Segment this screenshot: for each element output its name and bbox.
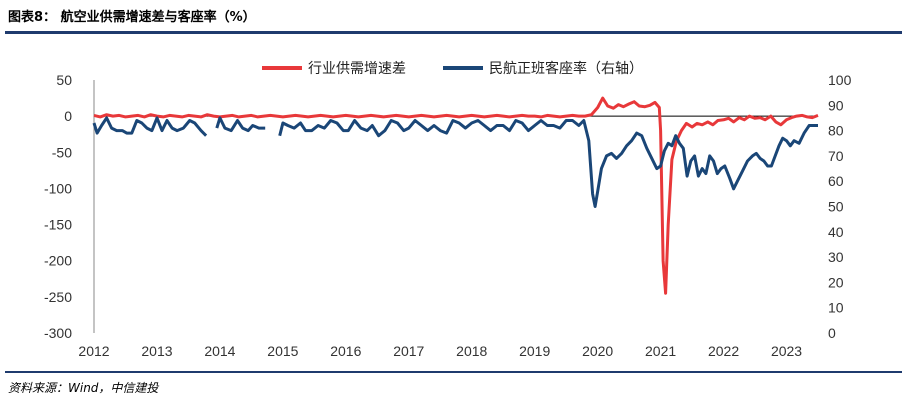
left-tick-label: 50 xyxy=(56,72,72,88)
series-layer xyxy=(92,96,819,295)
series-line-load-factor xyxy=(92,116,208,137)
x-tick-label: 2015 xyxy=(267,343,298,359)
right-tick-label: 60 xyxy=(828,173,844,189)
legend-label: 民航正班客座率（右轴） xyxy=(489,60,643,77)
x-tick-label: 2018 xyxy=(456,343,487,359)
right-tick-label: 90 xyxy=(828,97,844,113)
left-tick-label: 0 xyxy=(64,108,72,124)
x-axis-ticks: 2012 2013 2014 2015 2016 2017 2018 2019 2020 2021… xyxy=(78,343,802,359)
bottom-divider xyxy=(5,371,902,373)
right-tick-label: 0 xyxy=(828,325,836,341)
x-tick-label: 2016 xyxy=(330,343,361,359)
x-tick-label: 2020 xyxy=(582,343,613,359)
series-line-load-factor xyxy=(278,119,818,208)
x-tick-label: 2014 xyxy=(204,343,235,359)
series-line-load-factor xyxy=(215,116,266,133)
x-tick-label: 2017 xyxy=(393,343,424,359)
legend-label: 行业供需增速差 xyxy=(308,61,406,77)
legend: 行业供需增速差 民航正班客座率（右轴） xyxy=(262,60,643,77)
x-tick-label: 2019 xyxy=(519,343,550,359)
right-tick-label: 70 xyxy=(828,148,844,164)
right-tick-label: 50 xyxy=(828,199,844,215)
x-tick-label: 2023 xyxy=(771,343,802,359)
x-tick-label: 2012 xyxy=(78,343,109,359)
figure-title: 图表8： 航空业供需增速差与客座率（%） xyxy=(8,10,256,25)
right-tick-label: 20 xyxy=(828,274,844,290)
left-tick-label: -200 xyxy=(44,253,72,269)
right-tick-label: 30 xyxy=(828,249,844,265)
left-axis-ticks: 50 0 -50 -100 -150 -200 -250 -300 xyxy=(44,72,72,341)
right-tick-label: 40 xyxy=(828,224,844,240)
left-tick-label: -250 xyxy=(44,289,72,305)
x-tick-label: 2021 xyxy=(645,343,676,359)
left-tick-label: -300 xyxy=(44,325,72,341)
right-tick-label: 100 xyxy=(828,72,852,88)
left-tick-label: -100 xyxy=(44,180,72,196)
x-tick-label: 2022 xyxy=(708,343,739,359)
top-divider xyxy=(5,31,902,34)
left-tick-label: -150 xyxy=(44,217,72,233)
right-tick-label: 10 xyxy=(828,300,844,316)
series-line-supply-demand-gap xyxy=(93,96,819,295)
right-tick-label: 80 xyxy=(828,123,844,139)
x-tick-label: 2013 xyxy=(141,343,172,359)
source-note: 资料来源：Wind，中信建投 xyxy=(8,381,159,395)
left-tick-label: -50 xyxy=(52,144,72,160)
